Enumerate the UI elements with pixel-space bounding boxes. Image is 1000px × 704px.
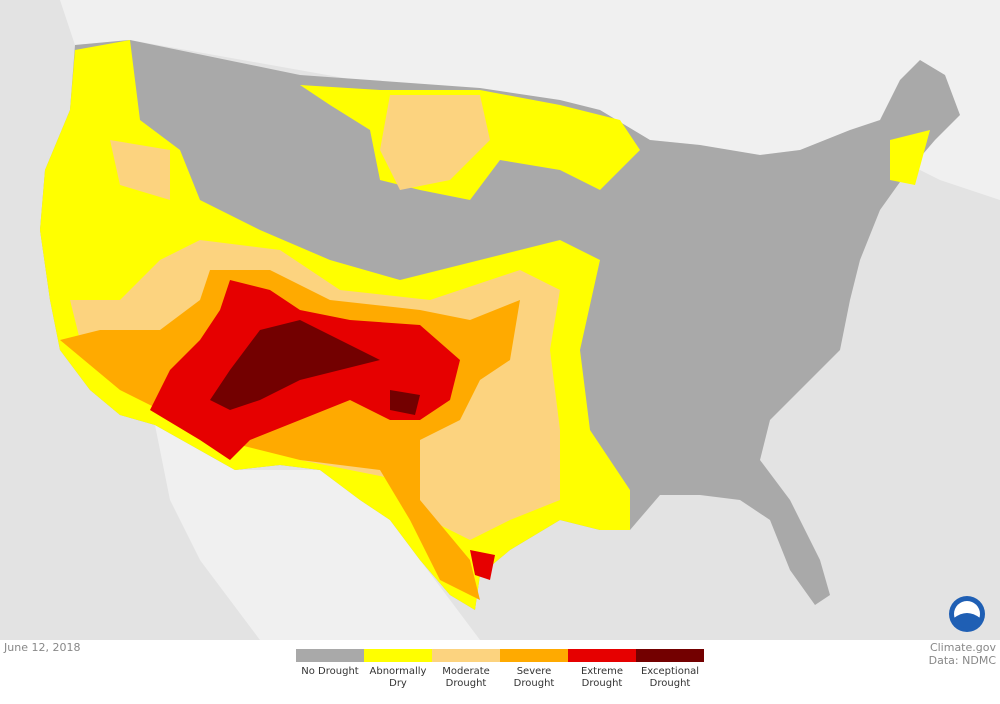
legend-swatch bbox=[636, 649, 704, 662]
legend-label: Moderate Drought bbox=[442, 666, 490, 689]
drought-area bbox=[150, 280, 495, 580]
drought-area bbox=[890, 130, 930, 185]
credit: Climate.gov bbox=[929, 641, 996, 654]
legend-swatch bbox=[432, 649, 500, 662]
legend-item: Exceptional Drought bbox=[636, 649, 704, 690]
legend-swatch bbox=[568, 649, 636, 662]
date: June 12, 2018 bbox=[4, 641, 81, 654]
legend-swatch bbox=[364, 649, 432, 662]
legend-swatch bbox=[296, 649, 364, 662]
legend-label: Abnormally Dry bbox=[369, 666, 427, 689]
legend-item: Abnormally Dry bbox=[364, 649, 432, 690]
legend-label: No Drought bbox=[301, 666, 359, 677]
map bbox=[0, 0, 1000, 640]
noaa-logo-wave bbox=[954, 613, 980, 628]
mexico bbox=[155, 425, 480, 640]
legend-label: Extreme Drought bbox=[580, 666, 624, 689]
legend-swatch bbox=[500, 649, 568, 662]
legend: No Drought Abnormally Dry Moderate Drought… bbox=[296, 649, 704, 690]
legend-label: Exceptional Drought bbox=[640, 666, 700, 689]
legend-label: Severe Drought bbox=[513, 666, 555, 689]
legend-item: Severe Drought bbox=[500, 649, 568, 690]
canada bbox=[0, 0, 1000, 200]
legend-item: No Drought bbox=[296, 649, 364, 690]
legend-item: Extreme Drought bbox=[568, 649, 636, 690]
legend-item: Moderate Drought bbox=[432, 649, 500, 690]
source: Data: NDMC bbox=[928, 654, 996, 667]
drought-area bbox=[210, 320, 420, 415]
